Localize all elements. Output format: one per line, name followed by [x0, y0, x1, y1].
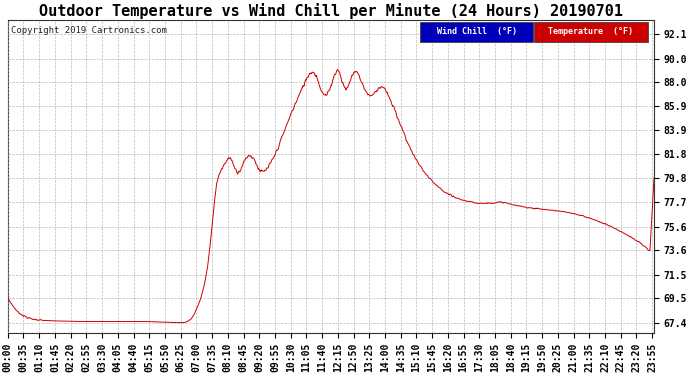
FancyBboxPatch shape [535, 21, 647, 42]
FancyBboxPatch shape [420, 21, 533, 42]
Title: Outdoor Temperature vs Wind Chill per Minute (24 Hours) 20190701: Outdoor Temperature vs Wind Chill per Mi… [39, 3, 623, 19]
Text: Temperature  (°F): Temperature (°F) [549, 27, 633, 36]
Text: Wind Chill  (°F): Wind Chill (°F) [437, 27, 517, 36]
Text: Copyright 2019 Cartronics.com: Copyright 2019 Cartronics.com [11, 26, 167, 35]
